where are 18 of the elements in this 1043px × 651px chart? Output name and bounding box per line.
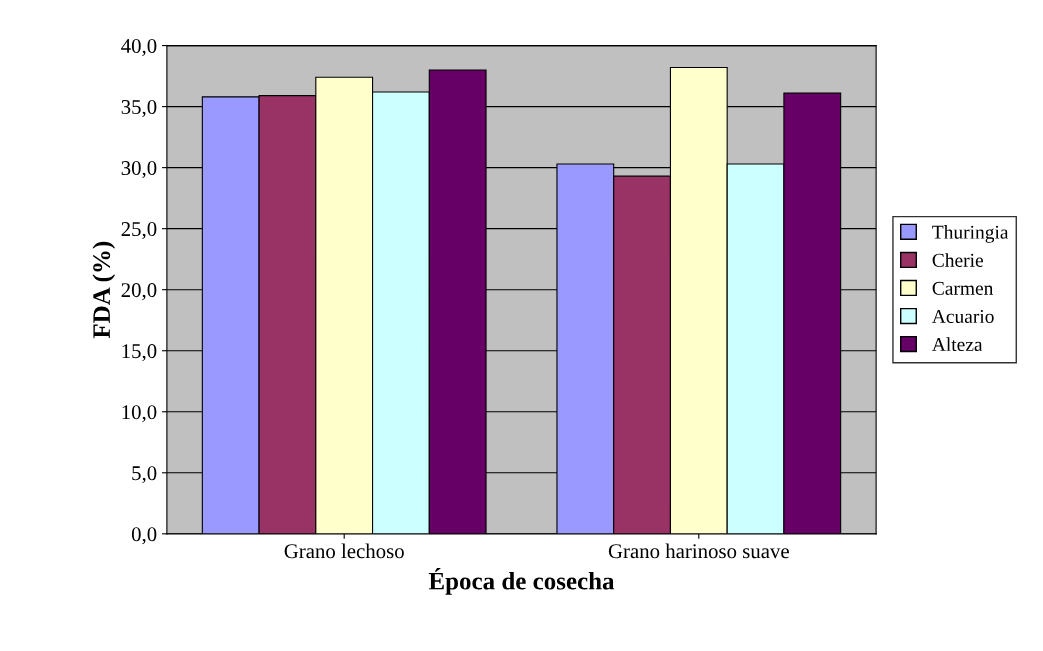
y-tick-label: 0,0 xyxy=(131,527,157,545)
legend-label: Acuario xyxy=(932,309,994,323)
x-tick-label: Grano lechoso xyxy=(284,543,404,559)
y-axis-title: FDA (%) xyxy=(92,241,116,339)
y-tick-label: 25,0 xyxy=(121,222,157,240)
y-tick-label: 40,0 xyxy=(121,38,157,56)
y-tick-label: 15,0 xyxy=(122,344,157,362)
x-tick-label: Grano harinoso suave xyxy=(608,543,789,559)
x-axis-title: Época de cosecha xyxy=(428,567,615,595)
y-tick-label: 30,0 xyxy=(121,161,157,179)
legend-label: Cherie xyxy=(932,253,983,267)
y-tick-label: 10,0 xyxy=(122,405,157,423)
y-tick-label: 35,0 xyxy=(121,99,157,118)
legend-label: Carmen xyxy=(932,281,994,295)
legend-label: Alteza xyxy=(932,337,983,352)
y-tick-label: 20,0 xyxy=(121,283,157,301)
legend-label: Thuringia xyxy=(932,225,1009,243)
y-tick-label: 5,0 xyxy=(132,466,157,484)
